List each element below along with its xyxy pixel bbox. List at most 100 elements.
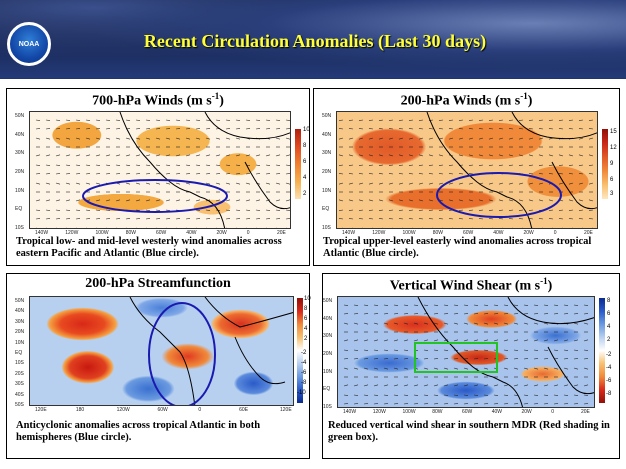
wind-vector <box>418 128 424 130</box>
wind-vector <box>353 322 359 325</box>
wind-vector <box>363 322 369 325</box>
wind-vector <box>225 173 231 175</box>
wind-vector <box>468 137 474 140</box>
wind-vector <box>338 173 344 175</box>
wind-vector <box>583 403 589 405</box>
wind-vector <box>256 227 258 228</box>
wind-vector <box>548 218 554 220</box>
wind-vector <box>573 358 579 360</box>
wind-vector <box>378 199 384 202</box>
wind-vector <box>95 173 101 175</box>
wind-vector <box>573 339 579 342</box>
wind-vector <box>285 154 290 157</box>
wind-vector <box>563 313 569 315</box>
wind-vector <box>473 394 479 396</box>
wind-vector <box>543 358 549 360</box>
wind-vector <box>508 128 514 130</box>
wind-vector <box>275 182 281 185</box>
wind-vector <box>408 173 414 175</box>
longitude-tick-label: 60W <box>156 230 167 236</box>
wind-vector <box>205 154 211 157</box>
wind-vector <box>458 128 464 130</box>
wind-vector <box>373 367 379 370</box>
wind-vector <box>85 164 91 166</box>
longitude-tick-label: 0 <box>246 230 250 236</box>
wind-vector <box>65 128 71 130</box>
latitude-tick-label: 30S <box>15 381 24 388</box>
wind-vector <box>538 182 544 185</box>
wind-vector <box>508 218 514 220</box>
wind-vector <box>215 182 221 185</box>
wind-vector <box>348 164 354 166</box>
colorbar-label: 15 <box>610 129 617 135</box>
wind-vector <box>423 394 429 396</box>
wind-vector <box>105 128 111 130</box>
wind-vector <box>548 119 554 121</box>
wind-vector <box>95 137 101 140</box>
wind-vector <box>145 199 151 202</box>
latitude-tick-label: 40S <box>15 391 24 398</box>
wind-vector <box>205 218 211 220</box>
wind-vector <box>538 119 544 121</box>
wind-vector <box>493 403 499 405</box>
wind-vector <box>528 173 534 175</box>
wind-vector <box>398 199 404 202</box>
wind-vector <box>398 182 404 185</box>
latitude-tick-label: 20N <box>322 169 332 175</box>
wind-vector <box>353 367 359 370</box>
wind-vector <box>175 128 181 130</box>
wind-vector <box>518 218 524 220</box>
wind-vector <box>571 227 573 228</box>
longitude-tick-label: 0 <box>198 407 202 413</box>
longitude-tick-label: 80W <box>432 230 444 236</box>
wind-vector <box>235 119 241 121</box>
latitude-tick-label: EQ <box>323 386 331 393</box>
longitude-tick-label: 0 <box>553 230 557 236</box>
wind-vector <box>568 164 574 166</box>
wind-vector <box>513 304 519 306</box>
wind-vector <box>508 199 514 202</box>
wind-vector <box>523 358 529 360</box>
wind-vector <box>588 218 594 220</box>
latitude-tick-label: 30N <box>15 150 25 157</box>
wind-vector <box>145 209 151 211</box>
longitude-tick-label: 100W <box>95 230 109 236</box>
wind-vector <box>65 173 71 175</box>
wind-vector <box>205 128 211 130</box>
wind-vector <box>353 304 359 306</box>
wind-vector <box>368 154 374 157</box>
panel-title: Vertical Wind Shear (m s-1) <box>323 276 619 295</box>
wind-vector <box>488 128 494 130</box>
wind-vector <box>438 209 444 211</box>
wind-vector <box>363 367 369 370</box>
wind-vector <box>165 182 171 185</box>
wind-vector <box>45 119 51 121</box>
wind-vector <box>468 209 474 211</box>
wind-vector <box>85 154 91 157</box>
wind-vector <box>573 349 579 351</box>
wind-vector <box>428 209 434 211</box>
wind-vector <box>363 384 369 387</box>
wind-vector <box>363 304 369 306</box>
wind-vector <box>473 313 479 315</box>
wind-vector <box>215 154 221 157</box>
map-overlay <box>338 112 597 228</box>
wind-vector <box>563 339 569 342</box>
wind-vector <box>518 128 524 130</box>
wind-vector <box>378 218 384 220</box>
content-area: 700-hPa Winds (m s-1) 10 8 6 4 2 Tropica… <box>0 79 626 469</box>
wind-vector <box>285 199 290 202</box>
wind-vector <box>413 384 419 387</box>
wind-vector <box>403 384 409 387</box>
wind-vector <box>195 164 201 166</box>
wind-vector <box>35 154 41 157</box>
wind-vector <box>125 164 131 166</box>
longitude-tick-label: 60E <box>239 407 249 413</box>
colorbar <box>297 298 303 403</box>
wind-vector <box>423 403 429 405</box>
wind-vector <box>483 304 489 306</box>
wind-vector <box>403 313 409 315</box>
wind-vector <box>498 218 504 220</box>
wind-vector <box>338 199 344 202</box>
wind-vector <box>538 173 544 175</box>
